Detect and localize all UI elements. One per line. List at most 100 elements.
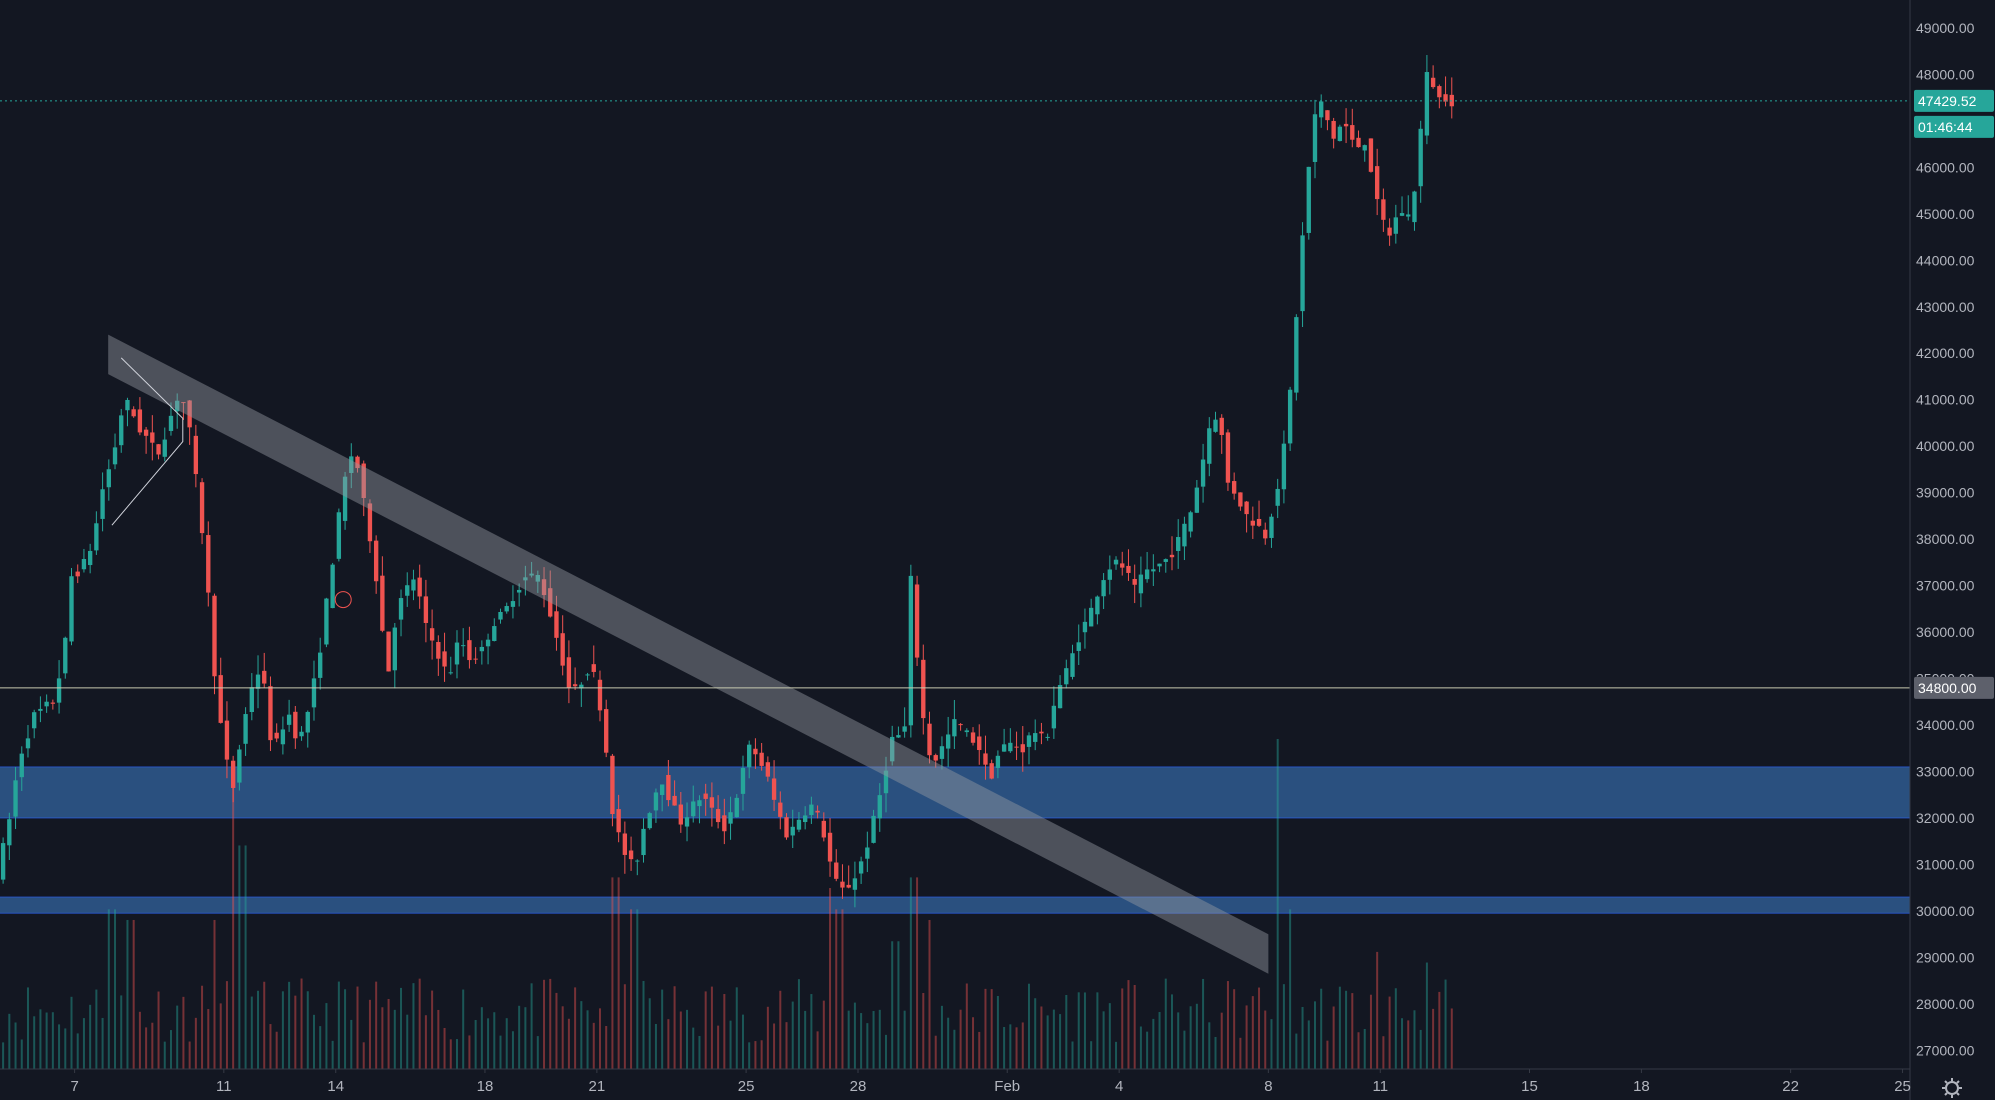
- volume-bar-195: [1214, 1036, 1217, 1069]
- candle-78: [485, 633, 491, 665]
- volume-bar-105: [654, 1023, 657, 1069]
- candle-126: [784, 813, 789, 840]
- candle-84: [523, 565, 528, 596]
- candle-161: [1001, 728, 1007, 752]
- trend-channel[interactable]: [108, 334, 1269, 974]
- price-tags: 34800.00 47429.52 01:46:44: [1914, 89, 1994, 699]
- time-tick-label: 14: [327, 1078, 344, 1095]
- candle-122: [759, 742, 764, 771]
- candle-65: [405, 572, 410, 607]
- volume-bar-76: [474, 1019, 477, 1069]
- volume-bar-163: [1015, 1027, 1018, 1069]
- price-tick-label: 38000.00: [1916, 531, 1975, 547]
- volume-bar-145: [903, 1010, 906, 1069]
- volume-bar-230: [1432, 1008, 1435, 1069]
- candle-156: [970, 727, 976, 746]
- candle-102: [635, 859, 640, 876]
- volume-bar-31: [194, 1017, 197, 1069]
- volume-bar-103: [642, 980, 645, 1069]
- volume-bar-148: [922, 992, 925, 1069]
- pattern-triangle[interactable]: [111, 357, 184, 526]
- candle-52: [324, 597, 329, 648]
- candle-140: [871, 809, 876, 844]
- volume-bar-94: [586, 1010, 589, 1069]
- candle-46: [286, 699, 292, 732]
- volume-bar-9: [58, 1024, 61, 1069]
- marker-circle[interactable]: [334, 591, 352, 609]
- volume-bar-69: [431, 990, 434, 1069]
- volume-bar-96: [598, 1008, 601, 1069]
- candle-230: [1430, 65, 1436, 89]
- volume-bar-157: [978, 1031, 981, 1069]
- volume-bar-84: [524, 1007, 527, 1069]
- candle-32: [199, 478, 205, 545]
- time-tick-label: 15: [1521, 1078, 1538, 1095]
- volume-bar-21: [132, 919, 135, 1069]
- candle-56: [349, 443, 354, 489]
- volume-bar-159: [990, 989, 993, 1069]
- volume-bar-34: [213, 919, 216, 1069]
- volume-bar-229: [1425, 962, 1428, 1069]
- candle-105: [653, 788, 659, 823]
- candle-159: [989, 759, 994, 780]
- candle-51: [318, 637, 323, 690]
- candle-66: [411, 569, 416, 601]
- volume-bar-0: [2, 1042, 5, 1069]
- candle-170: [1057, 675, 1063, 709]
- candle-187: [1163, 558, 1168, 573]
- candle-215: [1337, 124, 1343, 142]
- candle-144: [896, 726, 901, 738]
- candle-182: [1132, 564, 1137, 604]
- volume-bar-5: [33, 1016, 36, 1069]
- volume-bar-108: [673, 986, 676, 1069]
- volume-bar-192: [1195, 1003, 1198, 1069]
- candle-23: [143, 426, 149, 454]
- volume-bar-73: [455, 1039, 458, 1069]
- candle-121: [753, 738, 758, 769]
- candle-224: [1393, 204, 1398, 244]
- candle-3: [19, 746, 24, 791]
- candle-19: [119, 408, 124, 453]
- candle-226: [1406, 195, 1411, 221]
- settings-gear-icon[interactable]: [1942, 1078, 1962, 1098]
- volume-bar-226: [1407, 1020, 1410, 1069]
- volume-bar-168: [1046, 1015, 1049, 1069]
- volume-bar-126: [785, 1022, 788, 1069]
- support-zone-0[interactable]: [0, 766, 1910, 819]
- volume-bar-118: [735, 987, 738, 1069]
- candle-86: [535, 570, 540, 593]
- price-tick-label: 28000.00: [1916, 996, 1975, 1012]
- volume-bar-146: [909, 877, 912, 1069]
- candle-9: [56, 660, 62, 714]
- candle-39: [243, 707, 248, 756]
- volume-bar-26: [163, 1041, 166, 1069]
- volume-bar-57: [356, 986, 359, 1069]
- candle-228: [1418, 120, 1423, 203]
- candle-157: [977, 724, 982, 765]
- time-axis[interactable]: 7 11 14 18 21 25 28 Feb 4 8 11 15 18 22 25: [0, 1068, 1911, 1095]
- volume-bar-74: [462, 989, 465, 1069]
- trend-channel-band[interactable]: [108, 334, 1269, 974]
- volume-bar-225: [1401, 1018, 1404, 1069]
- volume-bar-98: [611, 877, 614, 1069]
- volume-bar-2: [14, 1022, 17, 1069]
- price-axis[interactable]: 27000.00 28000.00 29000.00 30000.00 31000.00…: [1909, 0, 1995, 1100]
- volume-bar-176: [1096, 992, 1099, 1069]
- volume-bar-212: [1320, 988, 1323, 1069]
- candle-108: [672, 780, 677, 806]
- volume-bar-53: [331, 1040, 334, 1069]
- candle-183: [1138, 556, 1144, 608]
- candle-109: [678, 791, 683, 833]
- time-tick-label: 7: [70, 1078, 78, 1095]
- volume-bar-219: [1363, 1028, 1366, 1069]
- volume-bar-56: [350, 1019, 353, 1069]
- candle-72: [448, 656, 453, 675]
- candle-208: [1294, 314, 1299, 401]
- support-zone-1[interactable]: [0, 897, 1910, 914]
- volume-bar-86: [536, 1036, 539, 1069]
- volume-bar-183: [1139, 1026, 1142, 1069]
- candle-198: [1231, 472, 1237, 500]
- current-price-tag-text: 47429.52: [1918, 93, 1977, 109]
